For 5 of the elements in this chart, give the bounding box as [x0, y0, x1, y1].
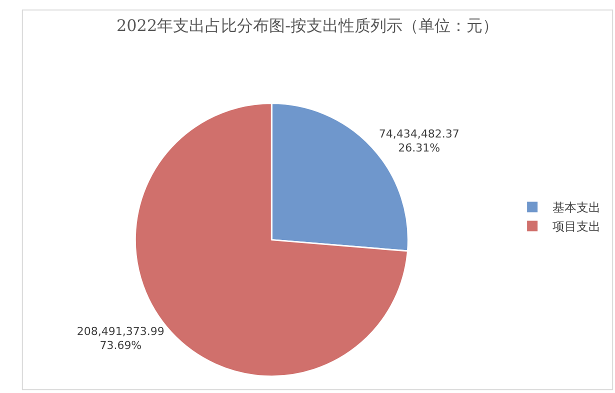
- legend-label: 基本支出: [552, 200, 600, 215]
- chart-title: 2022年支出占比分布图-按支出性质列示（单位：元）: [116, 16, 499, 35]
- data-label: 74,434,482.37 26.31%: [378, 127, 460, 155]
- legend-label: 项目支出: [552, 220, 600, 234]
- data-label: 208,491,373.99 73.69%: [76, 324, 164, 352]
